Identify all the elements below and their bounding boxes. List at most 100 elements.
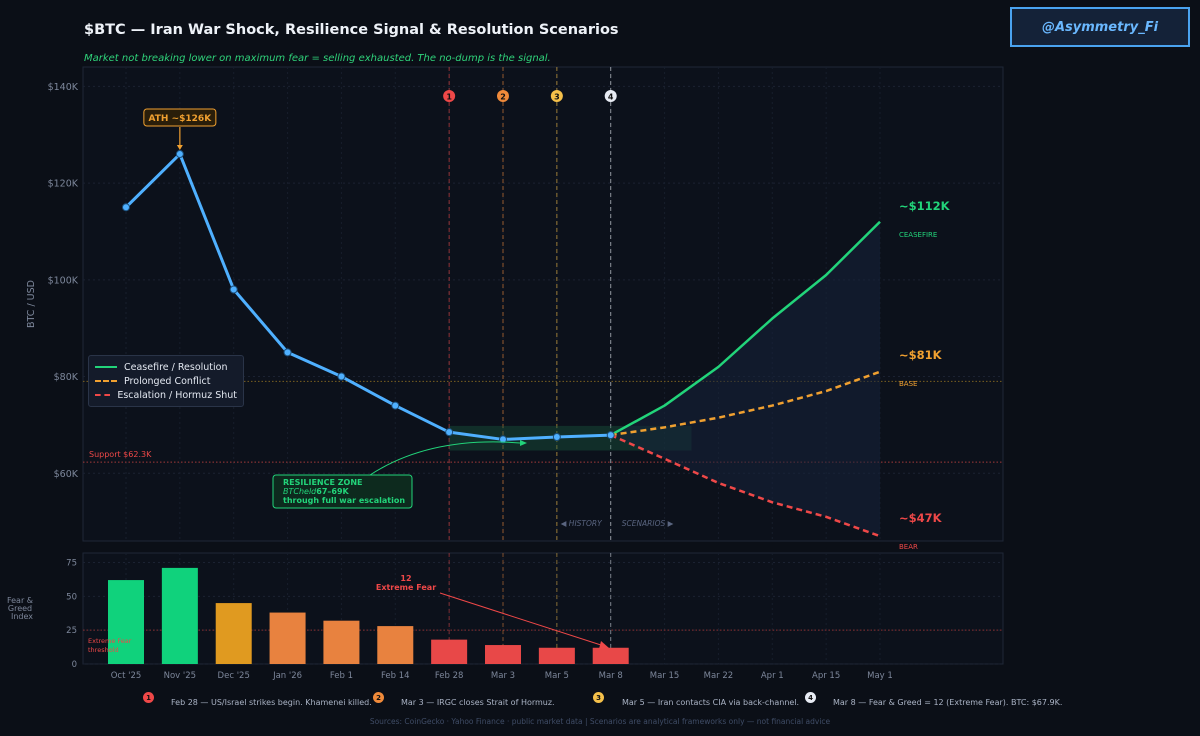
ath-label: ATH ~$126K	[149, 114, 213, 124]
fear-label-annotation: Extreme Fear	[376, 583, 436, 592]
fear-greed-bar	[377, 626, 414, 664]
btc-point	[391, 401, 400, 410]
chart-subtitle: Market not breaking lower on maximum fea…	[84, 53, 551, 64]
y-axis-label: BTC / USD	[26, 280, 37, 328]
y-tick-label: $80K	[54, 372, 79, 383]
btc-point	[122, 203, 130, 212]
footer-event-marker-2: 2	[373, 692, 384, 703]
bear-tag: BEAR	[899, 543, 918, 551]
x-tick-label: Mar 5	[545, 671, 569, 681]
fear-greed-bar	[108, 580, 144, 664]
x-tick-label: Feb 14	[381, 671, 410, 681]
btc-point	[229, 285, 238, 294]
btc-point	[445, 428, 454, 437]
series-line-2	[610, 220, 881, 437]
x-tick-label: Dec '25	[218, 671, 250, 681]
series-line-4	[610, 433, 881, 538]
fear-greed-bar	[538, 647, 575, 664]
btc-point	[283, 348, 292, 357]
fg-y-tick-label: 0	[72, 660, 77, 670]
event-marker-3	[550, 90, 563, 102]
fg-y-tick-label: 25	[66, 626, 77, 636]
resilience-arrow-head	[520, 440, 527, 446]
ath-arrow-head	[176, 145, 183, 151]
legend-item-prolonged: Prolonged Conflict	[95, 374, 237, 388]
ath-label-box	[143, 108, 217, 127]
x-tick-label: Mar 8	[599, 671, 623, 681]
legend-label-prolonged: Prolonged Conflict	[124, 375, 211, 387]
y-tick-label: $100K	[48, 275, 79, 286]
event-marker-number-4: 4	[608, 93, 614, 102]
fear-greed-bar	[323, 620, 360, 664]
x-tick-label: Feb 28	[435, 671, 464, 681]
btc-point	[337, 372, 346, 381]
scenario-fan-area	[610, 221, 880, 537]
bear-value-label: ~$47K	[899, 511, 943, 525]
fg-y-axis-label-line3: Index	[11, 612, 33, 621]
sources-note: Sources: CoinGecko · Yahoo Finance · pub…	[369, 717, 831, 726]
event-marker-4	[604, 90, 617, 102]
fear-greed-bar	[269, 612, 306, 664]
footer-event-marker-4: 4	[805, 692, 816, 703]
extreme-threshold-label-2: threshold	[88, 646, 119, 654]
resilience-sub1: BTCheld67–69K	[283, 487, 350, 496]
fear-arrow-line	[439, 592, 605, 647]
x-tick-label: Mar 15	[650, 671, 680, 681]
event-marker-1	[443, 90, 456, 102]
series-line-3	[610, 370, 881, 437]
event-marker-number-3: 3	[554, 93, 560, 102]
fear-greed-bar	[592, 647, 629, 664]
x-tick-label: Apr 15	[812, 671, 840, 681]
chart-title: $BTC — Iran War Shock, Resilience Signal…	[84, 22, 619, 38]
resilience-title: RESILIENCE ZONE	[283, 478, 362, 487]
footer-event-text-2: Mar 3 — IRGC closes Strait of Hormuz.	[401, 698, 555, 707]
y-tick-label: $60K	[54, 469, 79, 480]
fear-greed-bar	[431, 639, 468, 664]
footer-event-text-3: Mar 5 — Iran contacts CIA via back-chann…	[622, 698, 800, 707]
btc-point	[606, 431, 615, 440]
fear-greed-bar	[161, 567, 198, 664]
history-label: ◀ HISTORY	[561, 519, 603, 528]
x-tick-label: Feb 1	[330, 671, 353, 681]
btc-point	[498, 435, 507, 444]
x-tick-label: Oct '25	[111, 671, 142, 681]
footer-event-text-1: Feb 28 — US/Israel strikes begin. Khamen…	[171, 698, 372, 707]
ceasefire-tag: CEASEFIRE	[899, 231, 937, 239]
fear-value-annotation: 12	[400, 574, 411, 583]
footer-event-marker-1: 1	[143, 692, 154, 703]
btc-point	[175, 150, 184, 159]
resilience-arrow	[369, 441, 521, 476]
fg-y-axis-label-line2: Greed	[8, 604, 32, 613]
x-tick-label: Apr 1	[761, 671, 784, 681]
extreme-threshold-label-1: Extreme Fear	[88, 637, 132, 645]
support-label: Support $62.3K	[89, 450, 152, 459]
ceasefire-value-label: ~$112K	[899, 199, 951, 213]
base-value-label: ~$81K	[899, 348, 943, 362]
legend-item-ceasefire: Ceasefire / Resolution	[95, 360, 237, 374]
event-marker-number-1: 1	[446, 93, 452, 102]
fg-y-axis-label-line1: Fear &	[7, 596, 33, 605]
x-tick-label: Nov '25	[164, 671, 196, 681]
btc-point	[552, 433, 561, 442]
event-marker-number-2: 2	[500, 93, 506, 102]
legend: Ceasefire / Resolution Prolonged Conflic…	[88, 355, 244, 407]
event-marker-2	[496, 90, 509, 102]
y-tick-label: $120K	[48, 179, 79, 190]
x-tick-label: Mar 3	[491, 671, 515, 681]
x-tick-label: Jan '26	[272, 671, 302, 681]
scenarios-label: SCENARIOS ▶	[622, 519, 674, 528]
footer-event-marker-3: 3	[593, 692, 604, 703]
series-line-1	[124, 152, 611, 441]
fg-y-tick-label: 75	[66, 558, 77, 568]
x-tick-label: May 1	[867, 671, 893, 681]
fear-greed-bar	[215, 603, 252, 664]
resilience-sub3: through full war escalation	[283, 496, 405, 505]
legend-label-escalation: Escalation / Hormuz Shut	[117, 389, 237, 401]
legend-label-ceasefire: Ceasefire / Resolution	[124, 361, 228, 373]
footer-event-text-4: Mar 8 — Fear & Greed = 12 (Extreme Fear)…	[833, 698, 1063, 707]
twitter-handle-badge[interactable]: @Asymmetry_Fi	[1010, 7, 1190, 47]
legend-item-escalation: Escalation / Hormuz Shut	[95, 388, 237, 402]
x-tick-label: Mar 22	[704, 671, 734, 681]
fear-arrow-head	[599, 641, 609, 649]
